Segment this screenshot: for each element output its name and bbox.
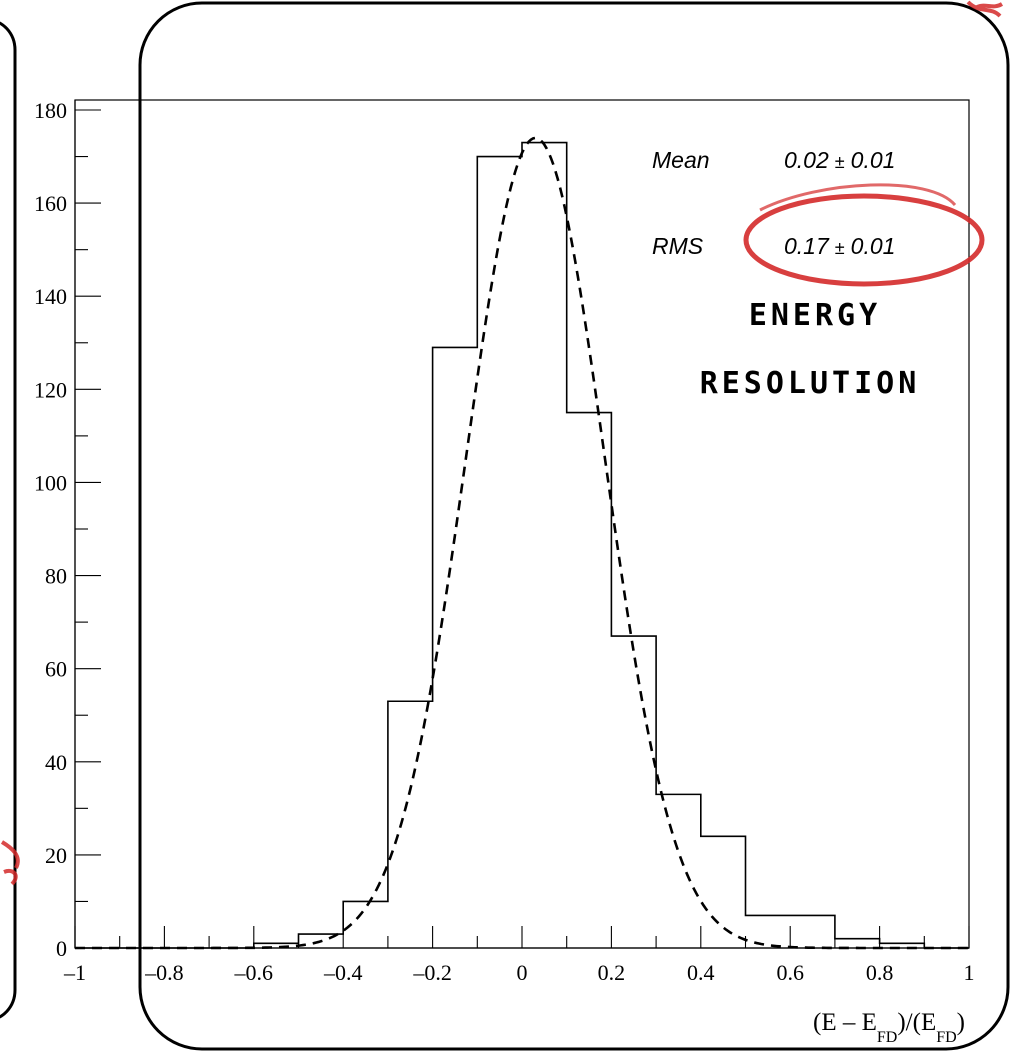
histogram-bin <box>477 157 522 948</box>
histogram-bin <box>656 794 701 948</box>
red-scribble-top-right <box>966 0 1004 18</box>
histogram-bin <box>701 836 746 948</box>
y-tick-label: 180 <box>34 98 67 123</box>
stat-mean-label: Mean <box>652 147 710 173</box>
y-tick-label: 120 <box>34 377 67 402</box>
stat-mean-value: 0.02 ±0.01 <box>784 147 895 173</box>
x-tick-label: 1 <box>964 960 975 985</box>
histogram-bin <box>611 636 656 948</box>
stat-rms-label: RMS <box>652 233 704 259</box>
annotation-resolution: RESOLUTION <box>700 366 921 401</box>
x-axis: –1 –0.8 –0.6 –0.4 –0.2 0 0.2 0.4 0.6 0.8 1 <box>63 926 975 985</box>
histogram-outline <box>75 141 969 949</box>
x-axis-label: (E – EFD)/(EFD) <box>813 1009 965 1046</box>
x-tick-label: 0.6 <box>776 960 804 985</box>
x-tick-label: –0.4 <box>323 960 363 985</box>
main-rounded-frame <box>138 1 1010 1051</box>
y-tick-label: 140 <box>34 284 67 309</box>
histogram-bin <box>567 413 612 948</box>
y-tick-label: 0 <box>56 936 67 961</box>
histogram-bin <box>522 143 567 948</box>
fit-curve-layer <box>75 136 969 950</box>
gaussian-fit-curve <box>75 136 969 950</box>
annotation-energy: ENERGY <box>749 298 881 333</box>
x-tick-label: –0.8 <box>144 960 184 985</box>
y-tick-label: 160 <box>34 191 67 216</box>
histogram-layer <box>75 141 969 949</box>
stat-rms-value: 0.17 ±0.01 <box>784 233 895 259</box>
rms-highlight-circle <box>743 183 985 287</box>
y-tick-label: 80 <box>45 564 67 589</box>
histogram-bin <box>388 701 433 948</box>
y-tick-label: 100 <box>34 470 67 495</box>
y-tick-label: 60 <box>45 657 67 682</box>
x-tick-label: 0.8 <box>866 960 894 985</box>
y-tick-label: 40 <box>45 750 67 775</box>
y-axis: 0 20 40 60 80 100 120 140 160 180 <box>34 98 101 961</box>
stats-box: Mean 0.02 ±0.01 RMS 0.17 ±0.01 <box>652 147 895 259</box>
histogram-bin <box>835 939 880 948</box>
x-tick-label: –0.6 <box>234 960 274 985</box>
x-tick-label: –1 <box>63 960 86 985</box>
plot-frame <box>74 99 970 949</box>
left-rounded-frame <box>0 21 17 1019</box>
y-tick-label: 20 <box>45 843 67 868</box>
x-tick-label: 0 <box>517 960 528 985</box>
red-scribble-bottom-left <box>0 840 20 886</box>
x-tick-label: –0.2 <box>412 960 452 985</box>
x-tick-label: 0.2 <box>598 960 626 985</box>
histogram-bin <box>433 347 478 948</box>
x-tick-label: 0.4 <box>687 960 715 985</box>
